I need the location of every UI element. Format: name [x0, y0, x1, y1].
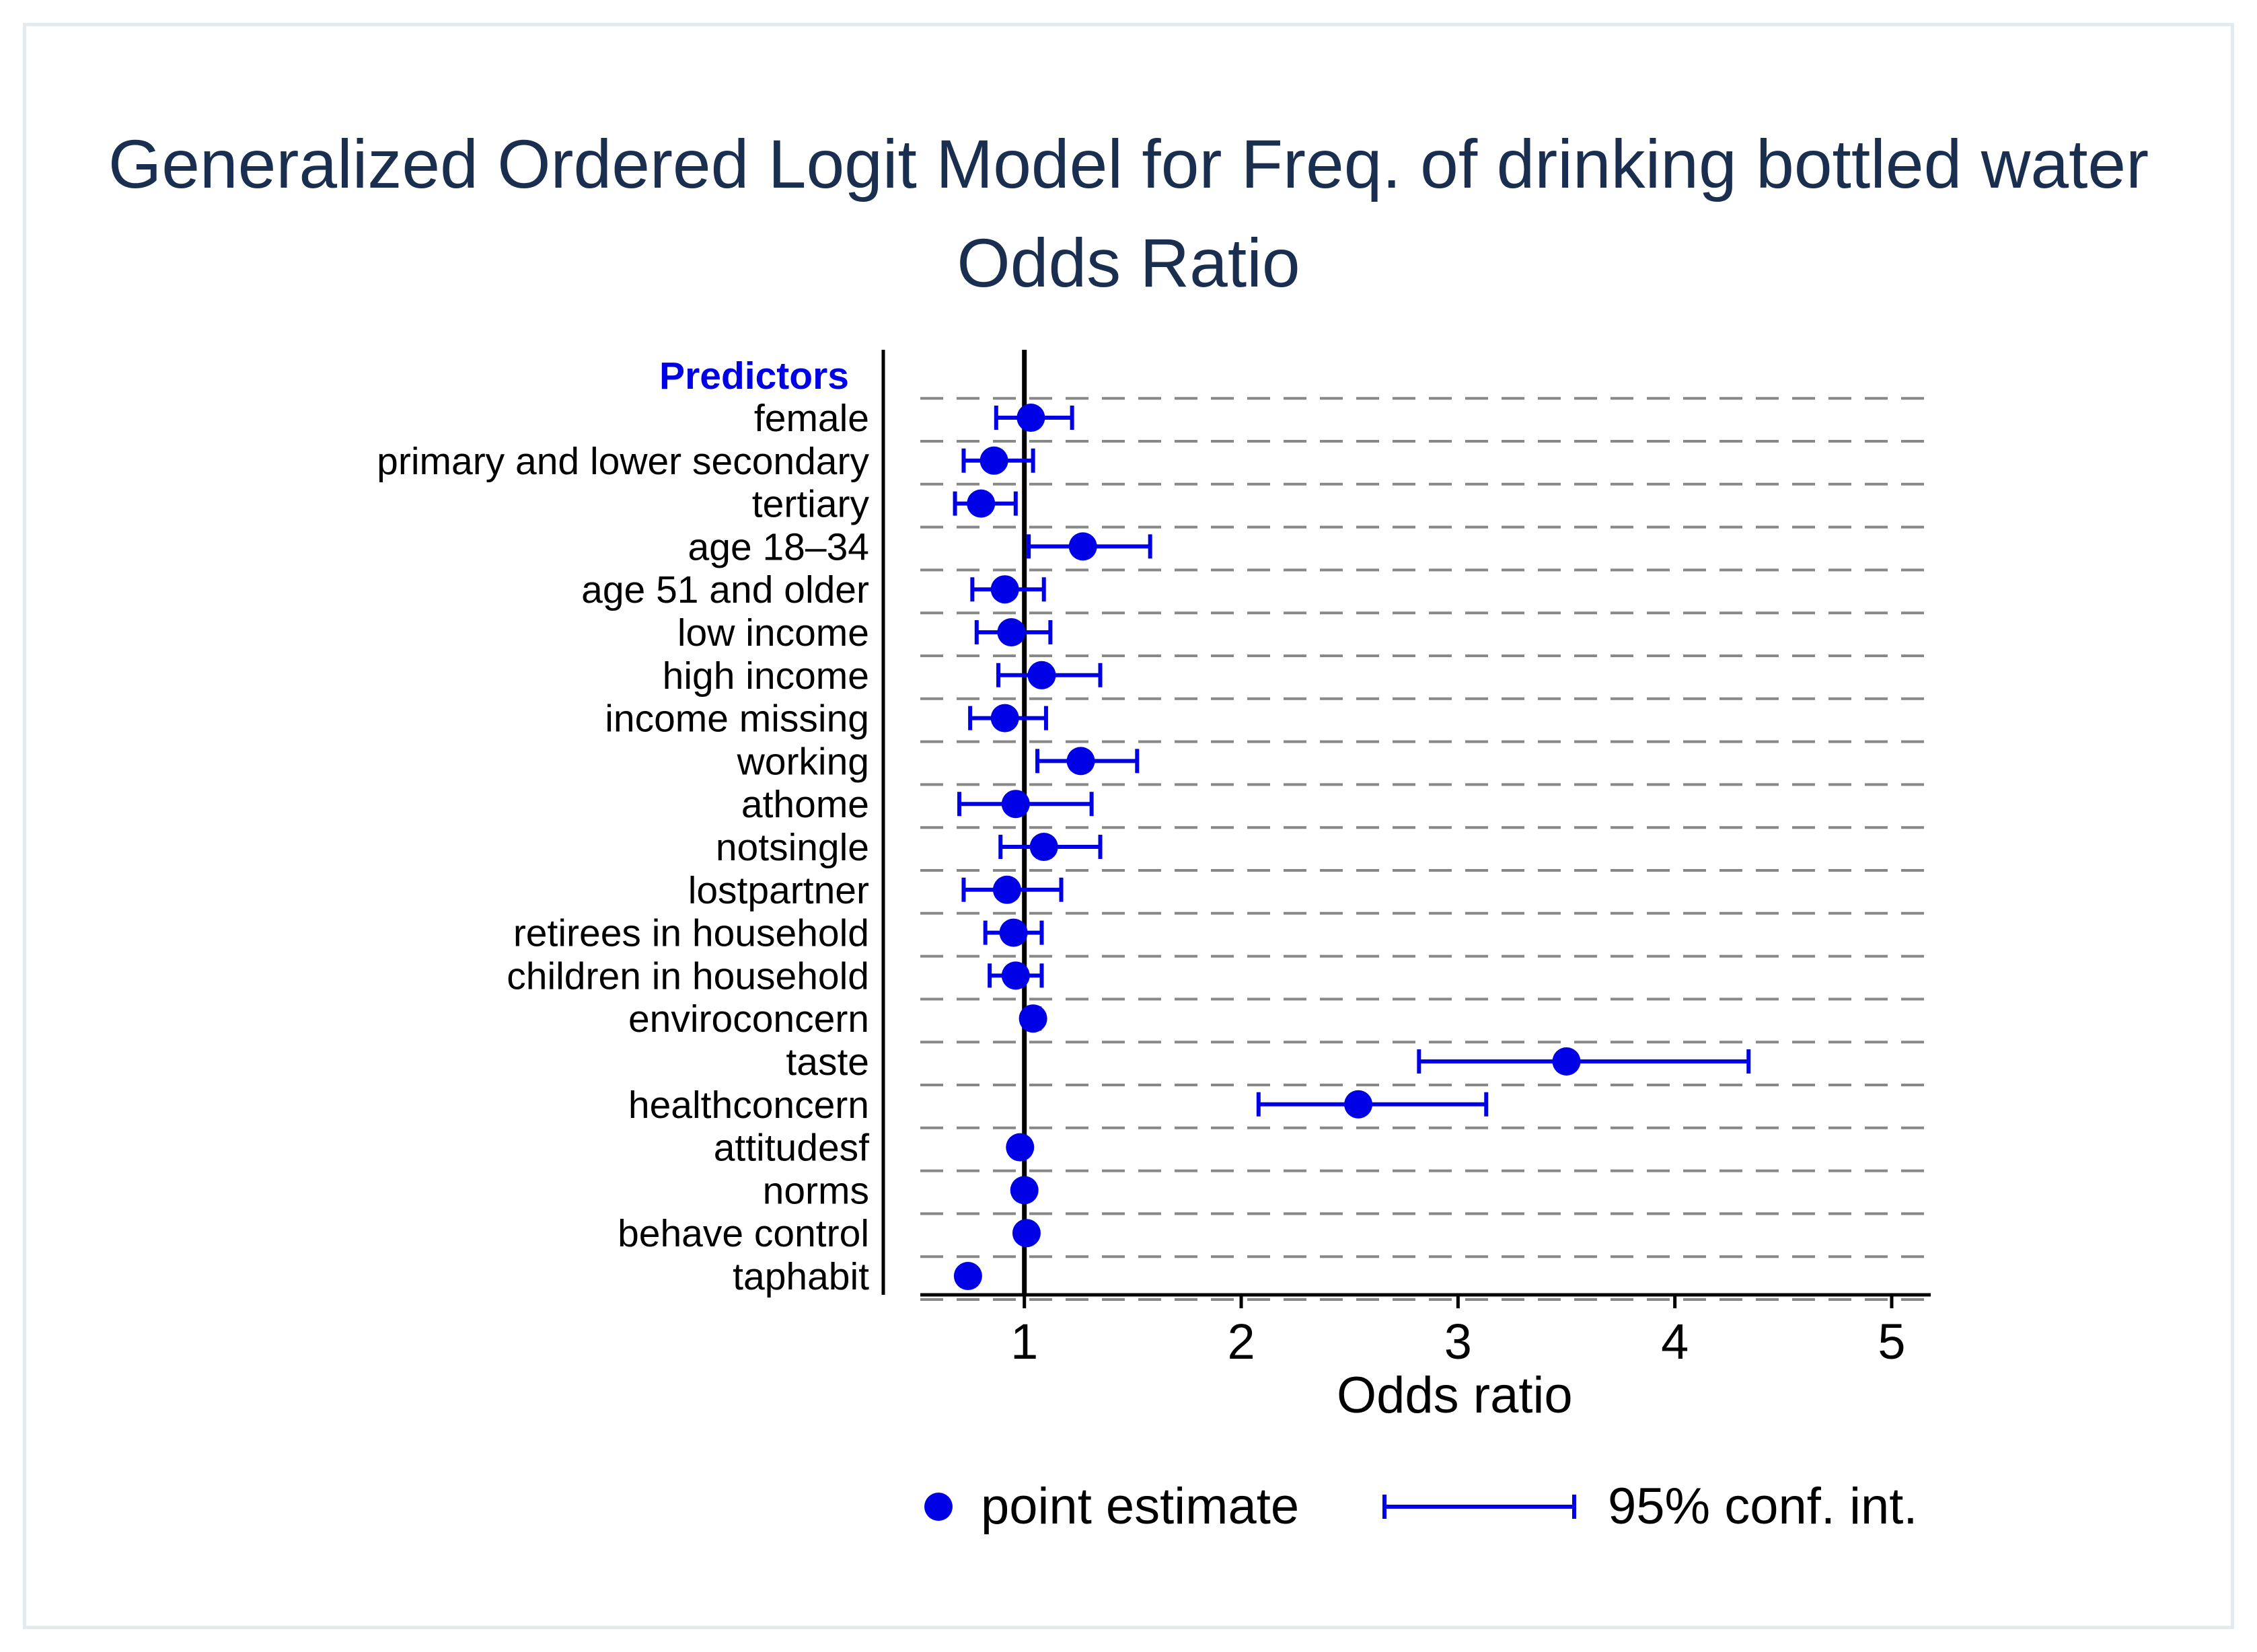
- row-label: working: [737, 740, 869, 783]
- legend-ci-label: 95% conf. int.: [1608, 1478, 1918, 1535]
- x-tick-label: 3: [1444, 1314, 1472, 1369]
- point-estimate: [1552, 1047, 1581, 1076]
- x-tick-label: 2: [1227, 1314, 1255, 1369]
- point-estimate: [1006, 1133, 1035, 1162]
- row-label: age 51 and older: [581, 568, 869, 611]
- row-label: taste: [786, 1041, 869, 1084]
- row-label: attitudesf: [714, 1127, 869, 1170]
- row-label: athome: [741, 783, 869, 826]
- point-estimate: [990, 704, 1019, 733]
- row-label: age 18–34: [688, 525, 869, 568]
- row-label: tertiary: [752, 483, 870, 526]
- point-estimate: [1344, 1090, 1373, 1119]
- chart-frame: [23, 23, 2234, 1629]
- point-estimate: [1066, 747, 1095, 776]
- row-label: taphabit: [733, 1255, 869, 1298]
- row-label: female: [754, 397, 869, 440]
- point-estimate: [1027, 661, 1056, 689]
- point-estimate: [997, 618, 1026, 646]
- row-label: enviroconcern: [628, 998, 869, 1041]
- point-estimate: [967, 489, 996, 518]
- point-estimate: [1016, 404, 1045, 432]
- row-label: income missing: [605, 698, 869, 741]
- point-estimate: [979, 446, 1008, 475]
- point-estimate: [1001, 961, 1030, 990]
- row-label: norms: [763, 1169, 869, 1212]
- point-estimate: [1019, 1004, 1047, 1033]
- row-label: healthconcern: [628, 1084, 869, 1127]
- row-label: children in household: [507, 954, 869, 998]
- row-label: low income: [677, 611, 869, 654]
- group-label: Predictors: [659, 354, 849, 398]
- chart-subtitle: Odds Ratio: [957, 225, 1300, 301]
- point-estimate: [1001, 790, 1030, 819]
- row-label: high income: [663, 654, 869, 698]
- legend-point-label: point estimate: [981, 1478, 1299, 1535]
- x-tick-label: 5: [1878, 1314, 1905, 1369]
- point-estimate: [992, 875, 1021, 904]
- x-tick-label: 1: [1010, 1314, 1038, 1369]
- row-label: lostpartner: [688, 869, 869, 912]
- point-estimate: [1010, 1176, 1039, 1205]
- row-label: retirees in household: [513, 912, 869, 955]
- row-label: notsingle: [716, 826, 869, 869]
- point-estimate: [1029, 833, 1058, 861]
- chart-title: Generalized Ordered Logit Model for Freq…: [108, 126, 2149, 202]
- point-estimate: [1068, 532, 1097, 561]
- row-label: primary and lower secondary: [377, 440, 869, 483]
- point-estimate: [999, 918, 1028, 947]
- x-axis-title: Odds ratio: [1337, 1367, 1573, 1424]
- legend-point-marker: [924, 1493, 953, 1521]
- x-tick-label: 4: [1661, 1314, 1689, 1369]
- point-estimate: [990, 575, 1019, 604]
- point-estimate: [953, 1262, 982, 1290]
- point-estimate: [1012, 1219, 1041, 1248]
- row-label: behave control: [618, 1212, 869, 1255]
